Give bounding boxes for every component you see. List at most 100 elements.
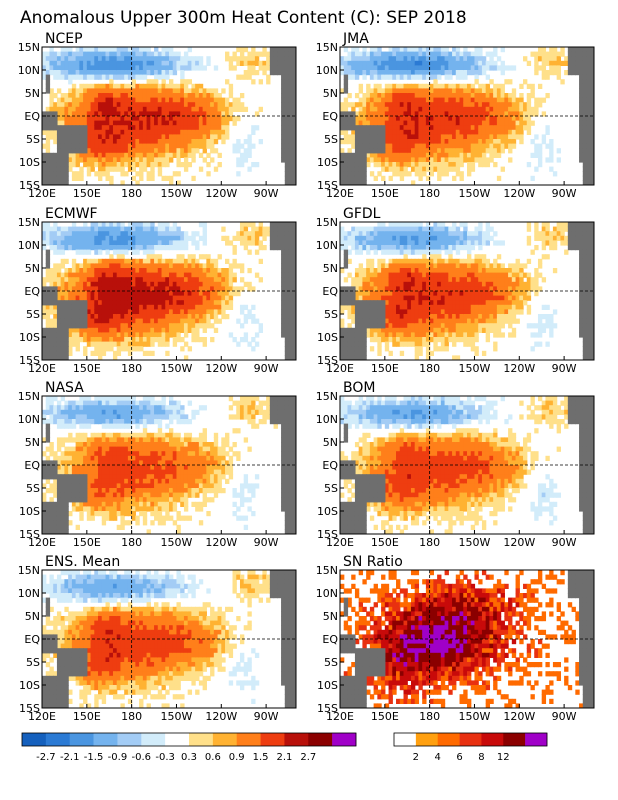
grid-cell bbox=[101, 129, 107, 135]
grid-cell bbox=[493, 143, 498, 149]
grid-cell bbox=[86, 88, 92, 94]
grid-cell bbox=[403, 106, 408, 112]
grid-cell bbox=[142, 143, 148, 149]
grid-cell bbox=[407, 134, 412, 140]
grid-cell bbox=[90, 134, 95, 140]
grid-cell bbox=[101, 332, 107, 338]
grid-cell bbox=[258, 245, 263, 251]
grid-cell bbox=[112, 332, 118, 338]
grid-cell bbox=[377, 222, 382, 228]
grid-cell bbox=[213, 295, 219, 301]
grid-cell bbox=[195, 318, 200, 324]
grid-cell bbox=[347, 56, 352, 62]
grid-cell bbox=[86, 143, 92, 149]
grid-cell bbox=[172, 106, 178, 112]
grid-cell bbox=[98, 323, 103, 329]
grid-cell bbox=[109, 166, 114, 172]
grid-cell bbox=[45, 56, 51, 62]
land-cell bbox=[590, 56, 594, 62]
grid-cell bbox=[463, 143, 468, 149]
land-cell bbox=[284, 47, 290, 53]
land-cell bbox=[358, 134, 364, 140]
grid-cell bbox=[410, 309, 416, 315]
grid-cell bbox=[496, 65, 502, 71]
x-tick-label: 120W bbox=[503, 187, 535, 200]
grid-cell bbox=[377, 268, 382, 274]
grid-cell bbox=[392, 341, 397, 347]
grid-cell bbox=[71, 65, 77, 71]
grid-cell bbox=[56, 70, 62, 76]
grid-cell bbox=[373, 286, 378, 292]
grid-cell bbox=[191, 281, 196, 287]
grid-cell bbox=[407, 263, 412, 269]
panel-grid: 120E 150E 180 150W 120W 90W15N10N5NEQ5S10S15S… bbox=[18, 31, 595, 723]
grid-cell bbox=[552, 60, 558, 66]
grid-cell bbox=[86, 47, 92, 53]
grid-cell bbox=[68, 106, 73, 112]
grid-cell bbox=[135, 281, 140, 287]
grid-cell bbox=[225, 97, 230, 103]
grid-cell bbox=[183, 120, 189, 126]
grid-cell bbox=[437, 291, 442, 297]
land-cell bbox=[64, 318, 69, 324]
grid-cell bbox=[354, 240, 360, 246]
grid-cell bbox=[470, 157, 476, 163]
grid-cell bbox=[142, 295, 148, 301]
grid-cell bbox=[433, 120, 438, 126]
grid-cell bbox=[71, 171, 77, 177]
grid-cell bbox=[511, 143, 517, 149]
grid-cell bbox=[139, 162, 144, 168]
grid-cell bbox=[343, 102, 349, 108]
grid-cell bbox=[425, 318, 431, 324]
grid-cell bbox=[414, 332, 420, 338]
land-cell bbox=[281, 152, 286, 158]
grid-cell bbox=[198, 102, 204, 108]
grid-cell bbox=[139, 125, 144, 131]
grid-cell bbox=[489, 65, 494, 71]
grid-cell bbox=[396, 88, 401, 94]
land-cell bbox=[354, 143, 360, 149]
grid-cell bbox=[120, 245, 125, 251]
grid-cell bbox=[425, 272, 431, 278]
grid-cell bbox=[384, 162, 390, 168]
grid-cell bbox=[556, 60, 561, 66]
grid-cell bbox=[124, 240, 129, 246]
grid-cell bbox=[366, 88, 371, 94]
land-cell bbox=[288, 327, 293, 333]
grid-cell bbox=[549, 51, 554, 57]
grid-cell bbox=[399, 332, 405, 338]
grid-cell bbox=[161, 111, 166, 117]
grid-cell bbox=[120, 111, 125, 117]
grid-cell bbox=[232, 51, 237, 57]
grid-cell bbox=[183, 295, 189, 301]
land-cell bbox=[590, 51, 594, 57]
land-cell bbox=[45, 332, 51, 338]
grid-cell bbox=[343, 106, 349, 112]
grid-cell bbox=[127, 148, 133, 154]
grid-cell bbox=[195, 93, 200, 99]
grid-cell bbox=[90, 245, 95, 251]
grid-cell bbox=[414, 222, 420, 228]
grid-cell bbox=[403, 323, 408, 329]
grid-cell bbox=[53, 249, 58, 255]
grid-cell bbox=[534, 70, 539, 76]
grid-cell bbox=[489, 139, 494, 145]
grid-cell bbox=[366, 102, 371, 108]
grid-cell bbox=[437, 314, 442, 320]
grid-cell bbox=[247, 143, 252, 149]
grid-cell bbox=[236, 139, 241, 145]
grid-cell bbox=[60, 116, 66, 122]
land-cell bbox=[567, 65, 573, 71]
grid-cell bbox=[452, 152, 457, 158]
grid-cell bbox=[519, 129, 524, 135]
grid-cell bbox=[478, 83, 483, 89]
land-cell bbox=[71, 129, 77, 135]
grid-cell bbox=[131, 139, 136, 145]
grid-cell bbox=[455, 56, 461, 62]
grid-cell bbox=[112, 231, 118, 237]
grid-cell bbox=[437, 222, 442, 228]
grid-cell bbox=[228, 300, 234, 306]
grid-cell bbox=[448, 74, 453, 80]
grid-cell bbox=[459, 171, 464, 177]
land-cell bbox=[582, 134, 588, 140]
